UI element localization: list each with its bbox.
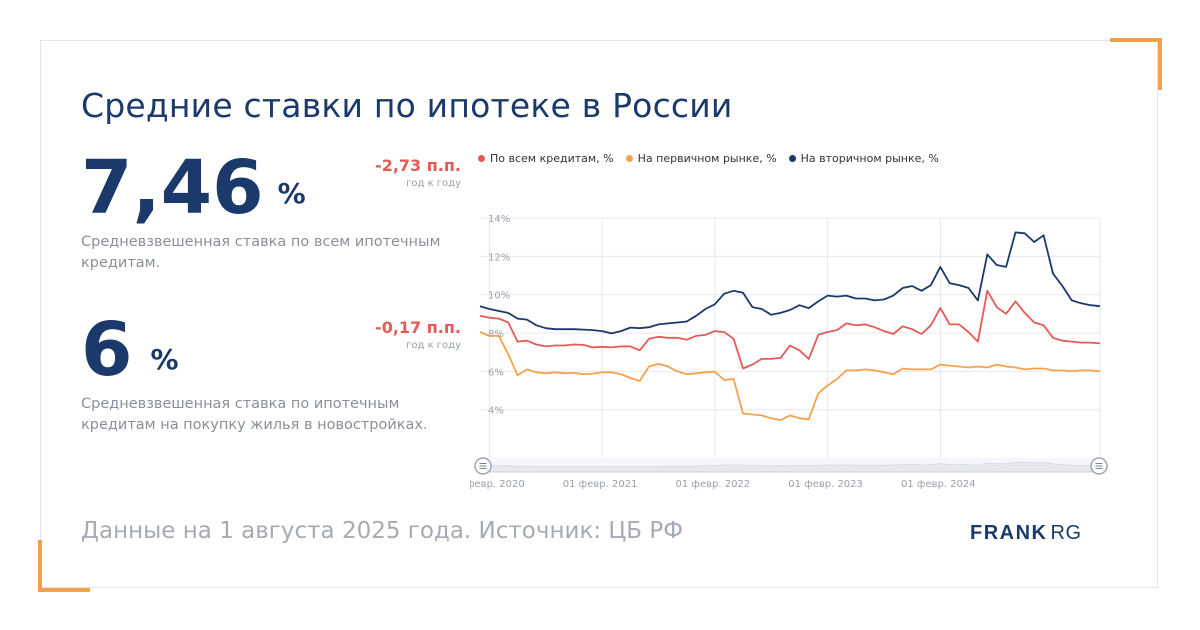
corner-accent-top-right	[1110, 38, 1162, 90]
chart-legend: По всем кредитам, % На первичном рынке, …	[478, 152, 939, 165]
series-line	[479, 331, 1101, 422]
frank-rg-logo: FRANK RG	[970, 522, 1082, 545]
corner-accent-bottom-left	[38, 540, 90, 592]
y-axis-labels: 4% 6% 8% 10% 12% 14%	[488, 214, 510, 417]
y-tick-label: 10%	[488, 291, 510, 302]
x-tick-label: 01 февр. 2021	[563, 479, 638, 490]
x-tick-label: 01 февр. 2022	[676, 479, 751, 490]
y-tick-label: 8%	[488, 329, 504, 340]
logo-sub: RG	[1050, 522, 1082, 544]
series-line	[479, 231, 1101, 335]
x-tick-label: 01 февр. 2023	[788, 479, 863, 490]
footer-source-note: Данные на 1 августа 2025 года. Источник:…	[81, 518, 684, 544]
legend-item-all[interactable]: По всем кредитам, %	[478, 152, 614, 165]
kpi-description: Средневзвешенная ставка по всем ипотечны…	[81, 234, 441, 271]
kpi-description: Средневзвешенная ставка по ипотечным кре…	[81, 396, 428, 433]
legend-dot-icon	[478, 155, 485, 162]
legend-label: На первичном рынке, %	[637, 152, 777, 165]
x-tick-label: 01 февр. 2024	[901, 479, 976, 490]
navigator-handle-icon[interactable]	[1090, 457, 1108, 475]
y-tick-label: 14%	[488, 214, 510, 225]
x-tick-label: 01 февр. 2020	[470, 479, 525, 490]
legend-label: На вторичном рынке, %	[800, 152, 939, 165]
logo-main: FRANK	[970, 522, 1048, 544]
legend-label: По всем кредитам, %	[490, 152, 614, 165]
y-tick-label: 12%	[488, 252, 510, 263]
y-tick-label: 6%	[488, 367, 504, 378]
kpi-change: -2,73 п.п.	[375, 156, 461, 175]
navigator-area	[479, 461, 1101, 473]
y-tick-label: 4%	[488, 406, 504, 417]
kpi-period: год к году	[406, 178, 461, 189]
navigator-handle-icon[interactable]	[474, 457, 492, 475]
range-navigator	[474, 457, 1108, 475]
legend-item-secondary[interactable]: На вторичном рынке, %	[788, 152, 939, 165]
legend-item-primary[interactable]: На первичном рынке, %	[625, 152, 777, 165]
kpi-change: -0,17 п.п.	[375, 318, 461, 337]
kpi-value: 6%	[81, 307, 179, 393]
chart-grid	[480, 217, 1101, 462]
legend-dot-icon	[625, 155, 633, 162]
kpi-period: год к году	[406, 340, 461, 351]
kpi-unit: %	[150, 343, 179, 376]
x-axis-labels: 01 февр. 2020 01 февр. 2021 01 февр. 2022 0…	[470, 479, 976, 490]
card-frame	[40, 40, 1158, 588]
kpi-value: 7,46%	[81, 145, 306, 231]
series-line	[479, 289, 1101, 370]
chart-series	[479, 231, 1101, 422]
page-title: Средние ставки по ипотеке в России	[81, 86, 733, 125]
kpi-unit: %	[277, 177, 306, 210]
legend-dot-icon	[788, 155, 796, 162]
